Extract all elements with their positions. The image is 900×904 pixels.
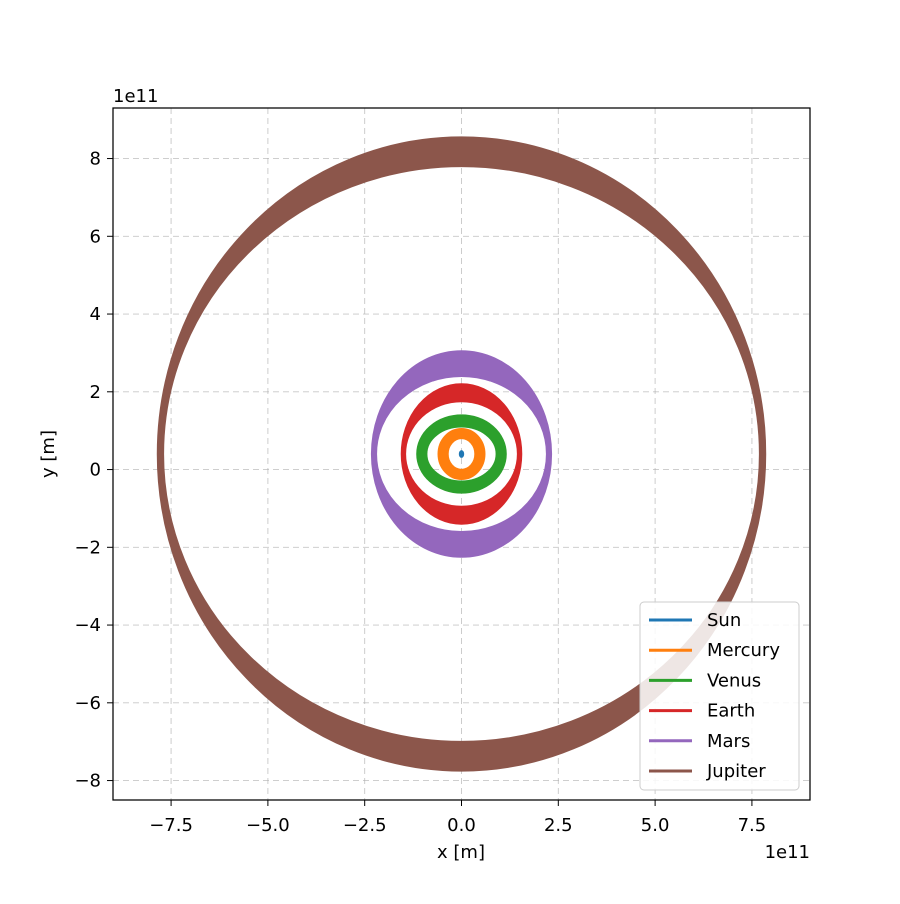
legend: Sun Mercury Venus Earth Mars Jupiter [639, 601, 800, 791]
y-axis-label: y [m] [38, 430, 59, 478]
y-tick-label: 0 [90, 460, 101, 481]
y-tick-label: 6 [90, 226, 101, 247]
y-tick-label: 2 [90, 382, 101, 403]
y-tick-label: 8 [90, 149, 101, 170]
orbit-earth [400, 383, 523, 525]
x-tick-label: 2.5 [544, 815, 573, 836]
legend-label-jupiter: Jupiter [706, 761, 766, 782]
legend-label-mercury: Mercury [707, 640, 780, 661]
legend-label-sun: Sun [707, 610, 741, 631]
orbit-mercury [437, 427, 486, 481]
legend-label-venus: Venus [707, 670, 761, 691]
x-tick-label: −7.5 [149, 815, 193, 836]
x-tick-label: −5.0 [246, 815, 290, 836]
y-tick-label: −6 [74, 693, 101, 714]
y-tick-label: −8 [74, 771, 101, 792]
orbit-sun [458, 450, 465, 458]
data-layer [156, 136, 767, 772]
y-tick-label: −2 [74, 537, 101, 558]
tick-layer: −7.5 −5.0 −2.5 0.0 2.5 5.0 7.5 −8 −6 −4 −2 0 2 4 6 8 [74, 149, 766, 836]
orbit-mars [370, 350, 553, 558]
x-tick-label: −2.5 [343, 815, 387, 836]
y-tick-label: −4 [74, 615, 101, 636]
x-tick-label: 5.0 [641, 815, 670, 836]
y-tick-label: 4 [90, 304, 101, 325]
y-offset-text: 1e11 [113, 86, 158, 107]
orbit-venus [416, 414, 507, 494]
x-tick-label: 7.5 [738, 815, 767, 836]
legend-entries: Sun Mercury Venus Earth Mars Jupiter [649, 610, 780, 782]
legend-label-mars: Mars [707, 731, 750, 752]
x-axis-label: x [m] [437, 842, 485, 863]
x-offset-text: 1e11 [765, 842, 810, 863]
orbit-jupiter [156, 136, 767, 772]
x-tick-label: 0.0 [447, 815, 476, 836]
legend-label-earth: Earth [707, 701, 755, 722]
